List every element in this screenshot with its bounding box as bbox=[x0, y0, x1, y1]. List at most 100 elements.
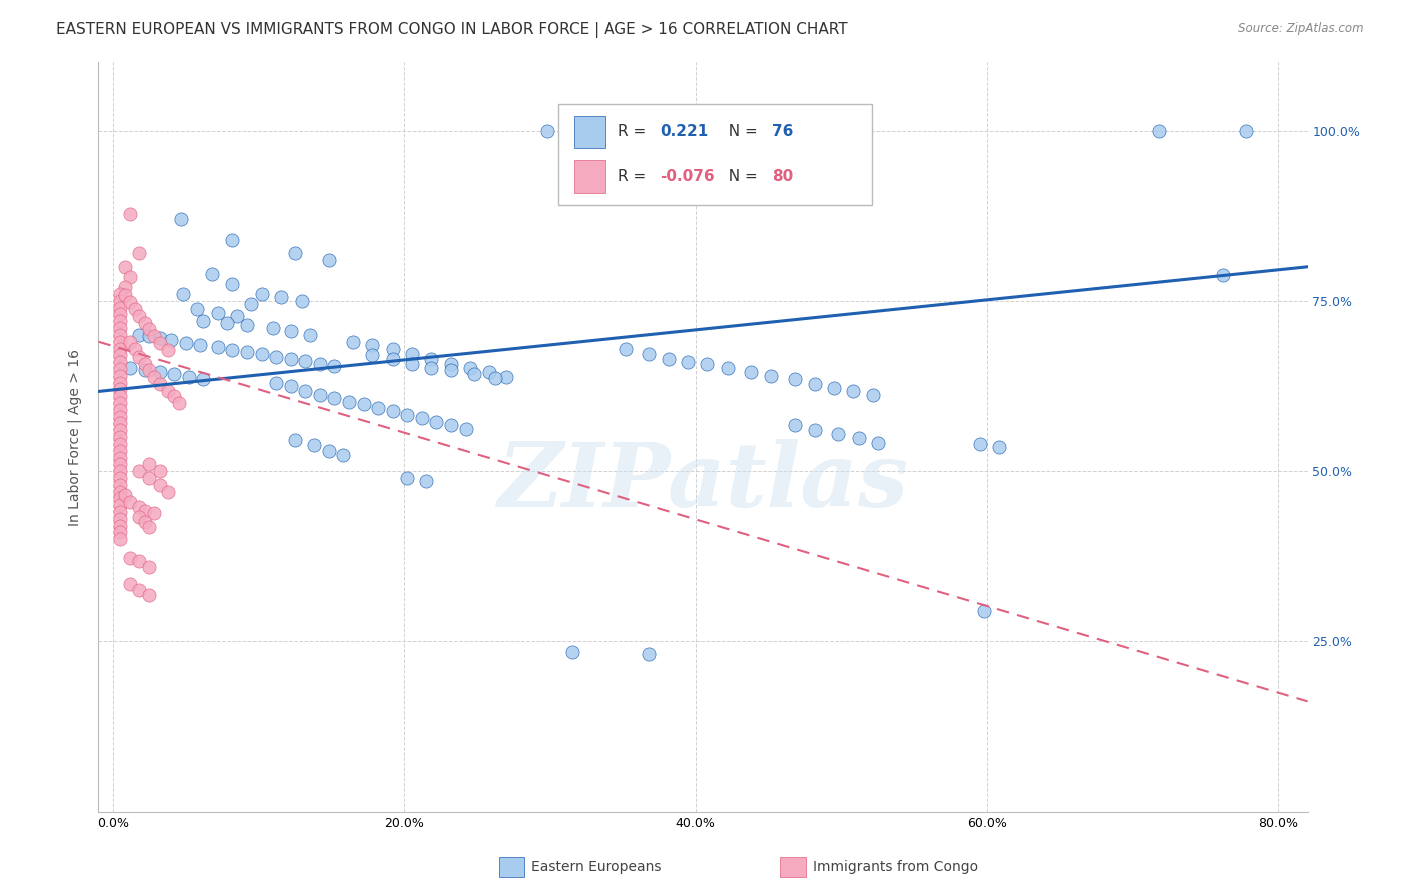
Point bbox=[561, 645, 583, 659]
Point bbox=[225, 309, 247, 323]
Point bbox=[415, 475, 437, 489]
Point bbox=[138, 588, 160, 602]
Point bbox=[495, 370, 517, 384]
Point bbox=[160, 334, 183, 348]
Point bbox=[221, 277, 243, 291]
Point bbox=[110, 484, 132, 499]
Point bbox=[411, 411, 433, 425]
Point bbox=[110, 348, 132, 362]
Point bbox=[717, 360, 740, 375]
Point bbox=[110, 430, 132, 444]
Point bbox=[221, 233, 243, 247]
Point bbox=[110, 525, 132, 540]
Point bbox=[124, 301, 146, 316]
Point bbox=[454, 422, 477, 436]
Point bbox=[114, 280, 136, 294]
Point bbox=[128, 309, 150, 323]
Point bbox=[138, 471, 160, 485]
Point bbox=[172, 287, 194, 301]
Point bbox=[761, 368, 783, 383]
Point bbox=[138, 329, 160, 343]
Text: Immigrants from Congo: Immigrants from Congo bbox=[813, 860, 977, 874]
Point bbox=[425, 415, 447, 429]
Point bbox=[110, 368, 132, 383]
Point bbox=[128, 464, 150, 478]
Point bbox=[823, 381, 845, 395]
Point bbox=[264, 350, 287, 364]
Point bbox=[262, 321, 284, 335]
Point bbox=[367, 401, 389, 416]
Point bbox=[396, 471, 419, 485]
Point bbox=[848, 432, 870, 446]
Point bbox=[110, 383, 132, 397]
Point bbox=[463, 368, 485, 382]
Point bbox=[740, 365, 762, 379]
Point bbox=[207, 306, 229, 320]
Point bbox=[157, 484, 180, 499]
Point bbox=[120, 270, 142, 285]
Point bbox=[110, 362, 132, 376]
Point bbox=[478, 365, 501, 379]
Text: R =: R = bbox=[617, 125, 651, 139]
Point bbox=[638, 347, 661, 361]
Point bbox=[110, 334, 132, 349]
Point bbox=[134, 363, 156, 377]
Point bbox=[804, 423, 827, 437]
Point bbox=[361, 338, 384, 352]
Point bbox=[124, 342, 146, 356]
Point bbox=[110, 342, 132, 356]
Point bbox=[298, 327, 321, 342]
Point bbox=[973, 604, 995, 618]
Point bbox=[110, 512, 132, 526]
Point bbox=[149, 464, 172, 478]
Point bbox=[536, 123, 558, 137]
Point bbox=[294, 353, 316, 368]
Point bbox=[134, 503, 156, 517]
Point bbox=[318, 252, 340, 267]
Point bbox=[138, 559, 160, 574]
Point bbox=[1212, 268, 1234, 282]
Point bbox=[381, 351, 404, 366]
Point bbox=[157, 384, 180, 398]
Point bbox=[120, 360, 142, 375]
Point bbox=[149, 376, 172, 391]
Text: -0.076: -0.076 bbox=[659, 169, 714, 184]
Point bbox=[280, 325, 302, 339]
Point bbox=[149, 365, 172, 379]
Point bbox=[696, 357, 718, 371]
Text: EASTERN EUROPEAN VS IMMIGRANTS FROM CONGO IN LABOR FORCE | AGE > 16 CORRELATION : EASTERN EUROPEAN VS IMMIGRANTS FROM CONG… bbox=[56, 22, 848, 38]
Point bbox=[440, 357, 463, 371]
Point bbox=[284, 246, 307, 260]
Point bbox=[138, 363, 160, 377]
Point bbox=[250, 287, 273, 301]
Point bbox=[842, 384, 865, 398]
Point bbox=[323, 391, 346, 405]
Point bbox=[128, 554, 150, 568]
Point bbox=[128, 510, 150, 524]
Point bbox=[110, 437, 132, 451]
Text: 80: 80 bbox=[772, 169, 793, 184]
Point bbox=[987, 440, 1010, 454]
Point bbox=[110, 389, 132, 403]
Point bbox=[110, 301, 132, 315]
Point bbox=[250, 347, 273, 361]
Point bbox=[174, 336, 197, 351]
Point bbox=[332, 448, 354, 462]
Point bbox=[149, 477, 172, 491]
Point bbox=[110, 287, 132, 301]
Text: 0.221: 0.221 bbox=[659, 125, 709, 139]
Point bbox=[401, 347, 423, 361]
Point bbox=[110, 417, 132, 431]
Point bbox=[128, 350, 150, 364]
Point bbox=[163, 368, 186, 382]
Point bbox=[236, 345, 259, 359]
Point bbox=[110, 293, 132, 308]
Point bbox=[128, 246, 150, 260]
Point bbox=[308, 388, 330, 402]
Point bbox=[440, 417, 463, 432]
Point bbox=[484, 371, 506, 385]
Point bbox=[1234, 123, 1257, 137]
Point bbox=[138, 322, 160, 336]
Point bbox=[120, 207, 142, 221]
Point bbox=[458, 360, 481, 375]
